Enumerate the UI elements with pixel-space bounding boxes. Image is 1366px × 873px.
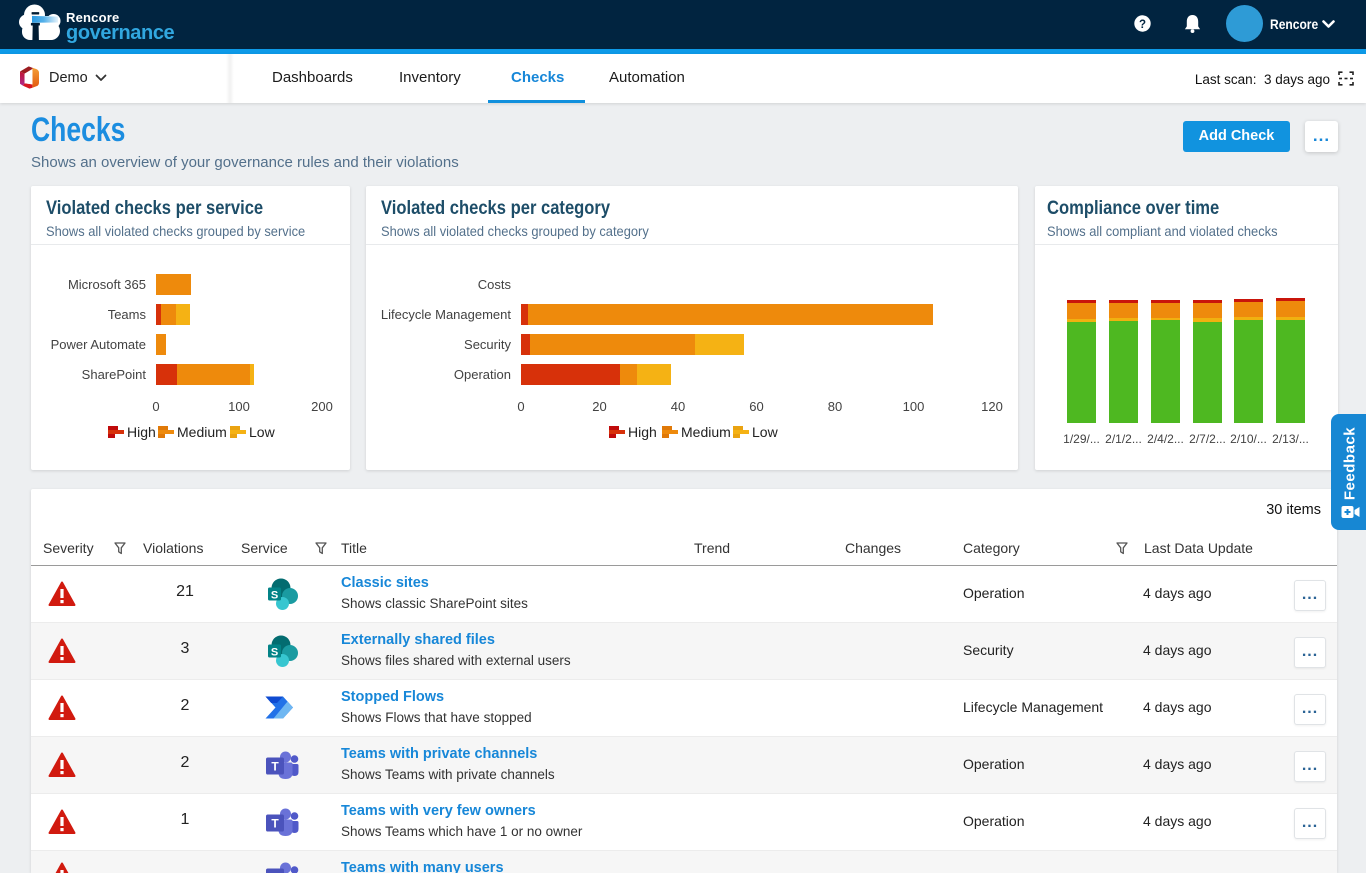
svg-text:Lifecycle Management: Lifecycle Management — [381, 307, 511, 322]
svg-text:Low: Low — [752, 424, 779, 440]
svg-text:100: 100 — [228, 399, 250, 414]
svg-text:SharePoint: SharePoint — [82, 367, 147, 382]
svg-text:Teams: Teams — [108, 307, 147, 322]
svg-text:0: 0 — [152, 399, 159, 414]
svg-text:Low: Low — [249, 424, 276, 440]
svg-text:High: High — [628, 424, 657, 440]
svg-text:2/13/...: 2/13/... — [1272, 432, 1309, 446]
svg-text:2/7/2...: 2/7/2... — [1189, 432, 1226, 446]
svg-text:2/4/2...: 2/4/2... — [1147, 432, 1184, 446]
svg-text:200: 200 — [311, 399, 333, 414]
svg-text:Costs: Costs — [478, 277, 512, 292]
svg-text:High: High — [127, 424, 156, 440]
svg-text:20: 20 — [592, 399, 606, 414]
svg-text:Operation: Operation — [454, 367, 511, 382]
svg-text:120: 120 — [981, 399, 1003, 414]
svg-text:T: T — [271, 871, 279, 873]
svg-text:2/1/2...: 2/1/2... — [1105, 432, 1142, 446]
svg-text:1/29/...: 1/29/... — [1063, 432, 1100, 446]
svg-text:T: T — [271, 760, 279, 774]
svg-text:40: 40 — [671, 399, 685, 414]
svg-text:S: S — [271, 590, 278, 602]
svg-text:Microsoft 365: Microsoft 365 — [68, 277, 146, 292]
svg-text:Security: Security — [464, 337, 511, 352]
svg-text:2/10/...: 2/10/... — [1230, 432, 1267, 446]
svg-text:Power Automate: Power Automate — [51, 337, 146, 352]
svg-text:0: 0 — [517, 399, 524, 414]
svg-text:T: T — [271, 817, 279, 831]
svg-text:?: ? — [1139, 19, 1146, 31]
svg-text:S: S — [271, 647, 278, 659]
svg-text:Medium: Medium — [177, 424, 227, 440]
svg-text:Medium: Medium — [681, 424, 731, 440]
svg-text:60: 60 — [749, 399, 763, 414]
svg-text:80: 80 — [828, 399, 842, 414]
svg-text:100: 100 — [903, 399, 925, 414]
